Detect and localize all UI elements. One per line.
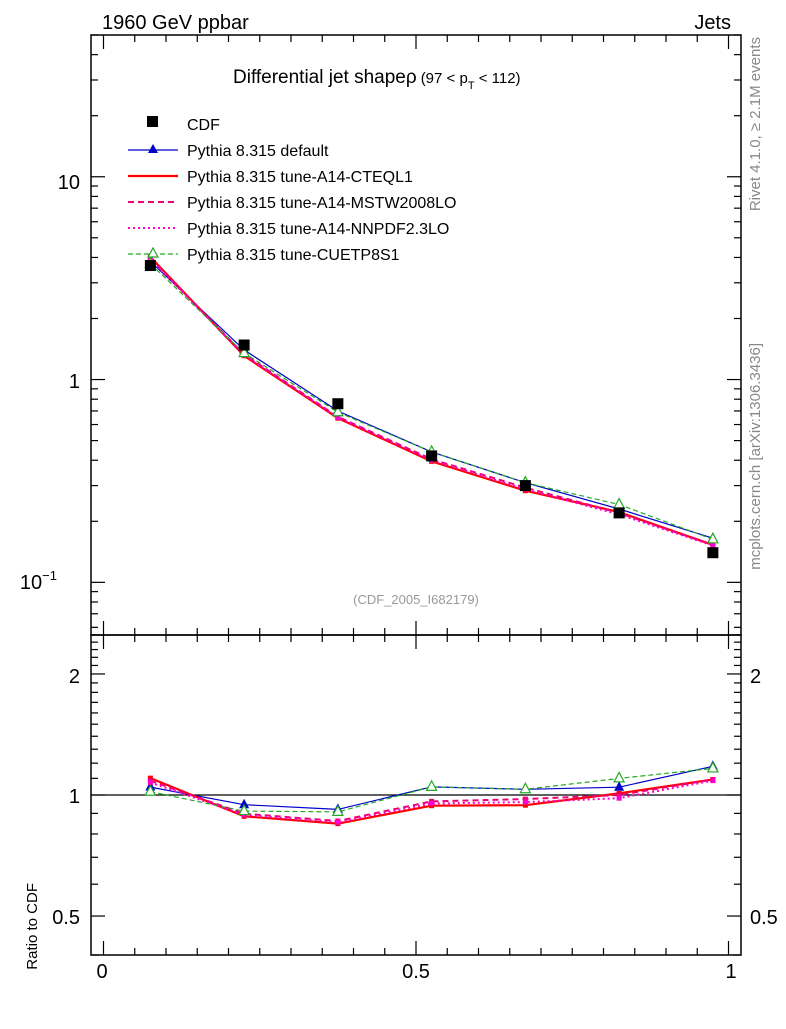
- analysis-id-label: (CDF_2005_I682179): [353, 592, 479, 607]
- main-series-group: [144, 254, 719, 559]
- mcplots-label: mcplots.cern.ch [arXiv:1306.3436]: [747, 343, 764, 570]
- main-series-line-2: [149, 257, 714, 546]
- ratio-series-group: [91, 760, 741, 827]
- chart-title-text: Differential jet shape: [233, 67, 406, 88]
- main-series-line-4: [149, 263, 714, 540]
- ratio-point-4-1: [238, 803, 251, 816]
- legend-cdf-label: CDF: [187, 117, 220, 134]
- legend-mstw-label: Pythia 8.315 tune-A14-MSTW2008LO: [187, 195, 456, 212]
- main-series-line-3: [149, 258, 714, 547]
- cdf-data-point-6: [707, 547, 719, 559]
- legend: CDF Pythia 8.315 default Pythia 8.315 tu…: [128, 116, 456, 264]
- ratio-point-4-0: [144, 784, 157, 796]
- title-range-open: (97 < p: [421, 70, 468, 87]
- main-series-line-1: [149, 256, 714, 546]
- ratio-point-4-3: [425, 779, 438, 791]
- ratio-tick-right-2: 2: [750, 666, 761, 688]
- ratio-point-3-2: [335, 819, 341, 825]
- legend-cuetp8s1-marker: [146, 246, 160, 258]
- cdf-data-point-3: [426, 450, 438, 462]
- ratio-point-1-0: [147, 775, 153, 781]
- cdf-data-point-4: [519, 480, 531, 492]
- ratio-point-0-1: [239, 798, 250, 809]
- ratio-point-2-4: [522, 796, 528, 802]
- main-point-3-2: [335, 414, 341, 420]
- main-point-3-6: [710, 542, 716, 548]
- ratio-point-3-0: [147, 780, 153, 786]
- title-range-sub: T: [468, 80, 475, 92]
- ratio-tick-left-1: 1: [69, 786, 80, 808]
- y-tick-label-0p1-exp: −1: [42, 568, 57, 583]
- legend-nnpdf-label: Pythia 8.315 tune-A14-NNPDF2.3LO: [187, 221, 449, 238]
- y-tick-label-10: 10: [58, 172, 80, 194]
- x-tick-label-0: 0: [96, 961, 107, 983]
- x-tick-label-0p5: 0.5: [402, 961, 430, 983]
- cdf-data-point-0: [144, 260, 156, 272]
- ratio-point-4-6: [706, 761, 719, 773]
- legend-cuetp8s1-label: Pythia 8.315 tune-CUETP8S1: [187, 247, 400, 264]
- ratio-point-3-5: [616, 795, 622, 801]
- ratio-point-4-5: [613, 771, 626, 783]
- ratio-point-4-2: [331, 804, 344, 816]
- main-point-4-1: [238, 345, 251, 358]
- ratio-point-3-6: [710, 778, 716, 784]
- ratio-point-4-4: [519, 781, 532, 794]
- x-tick-label-1: 1: [725, 961, 736, 983]
- legend-cteql1-label: Pythia 8.315 tune-A14-CTEQL1: [187, 169, 413, 186]
- ratio-point-2-5: [616, 792, 622, 798]
- ratio-point-0-5: [614, 781, 625, 791]
- main-series-line-0: [149, 261, 714, 539]
- ratio-point-3-3: [429, 801, 435, 807]
- y-tick-label-1: 1: [69, 371, 80, 393]
- main-point-4-6: [706, 532, 719, 544]
- main-point-4-2: [331, 404, 344, 417]
- title-range-close: < 112): [475, 70, 521, 87]
- cdf-data-point-1: [238, 339, 250, 351]
- legend-default-label: Pythia 8.315 default: [187, 143, 329, 160]
- legend-cdf-marker: [147, 116, 158, 127]
- ratio-tick-left-2: 2: [69, 666, 80, 688]
- rivet-version-label: Rivet 4.1.0, ≥ 2.1M events: [747, 37, 764, 211]
- ratio-point-3-4: [522, 799, 528, 805]
- main-point-4-5: [613, 497, 626, 509]
- ratio-tick-right-0p5: 0.5: [750, 907, 778, 929]
- chart-title: Differential jet shapeρ (97 < pT < 112): [233, 67, 521, 92]
- cdf-data-point-2: [332, 398, 344, 410]
- ratio-y-axis-label: Ratio to CDF: [24, 883, 41, 970]
- ratio-point-1-4: [522, 802, 528, 808]
- ratio-tick-left-0p5: 0.5: [52, 907, 80, 929]
- legend-default-marker: [148, 144, 158, 153]
- header-left: 1960 GeV ppbar: [102, 12, 249, 34]
- y-tick-label-0p1-base: 10: [20, 572, 42, 594]
- header-right: Jets: [694, 12, 731, 34]
- axis-ticks: [91, 34, 741, 956]
- y-tick-label-0p1: 10−1: [20, 568, 57, 594]
- cdf-data-point-5: [613, 507, 625, 519]
- chart-title-rho: ρ: [406, 67, 417, 88]
